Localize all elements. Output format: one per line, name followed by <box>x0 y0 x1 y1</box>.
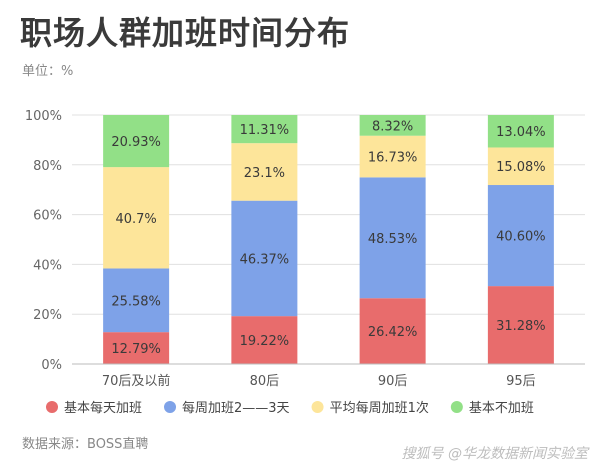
legend-marker <box>450 401 463 413</box>
y-tick-label: 40% <box>33 258 62 273</box>
x-tick-label: 80后 <box>250 374 280 389</box>
bar-segment <box>231 143 298 201</box>
legend-marker <box>311 401 324 413</box>
y-tick-label: 80% <box>33 159 62 174</box>
data-label: 13.04% <box>496 125 546 140</box>
data-label: 26.42% <box>368 325 418 340</box>
bar-segment <box>103 115 170 168</box>
bar-segment <box>487 286 554 364</box>
legend-marker <box>46 401 58 413</box>
bar-segment <box>103 167 170 269</box>
data-label: 48.53% <box>368 232 418 247</box>
bar-segment <box>103 332 170 364</box>
chart-title: 职场人群加班时间分布 <box>20 14 351 52</box>
y-tick-label: 100% <box>25 109 62 124</box>
bar-segment <box>359 177 426 299</box>
bar-segment <box>359 115 426 136</box>
x-tick-label: 90后 <box>378 374 408 389</box>
unit-label: 单位：% <box>22 64 74 79</box>
watermark: 搜狐号 @华龙数据新闻实验室 <box>401 446 588 462</box>
data-label: 31.28% <box>496 319 546 334</box>
legend-marker <box>164 401 177 413</box>
bar-segment <box>103 268 170 333</box>
y-tick-label: 0% <box>41 358 62 373</box>
bar-segment <box>487 147 554 186</box>
legend-label: 基本每天加班 <box>64 400 142 416</box>
bar-segment <box>231 200 298 317</box>
data-label: 16.73% <box>368 151 418 166</box>
data-label: 25.58% <box>111 294 161 309</box>
data-label: 23.1% <box>244 166 285 181</box>
data-label: 20.93% <box>111 135 161 150</box>
data-source: 数据来源：BOSS直聘 <box>22 437 149 452</box>
data-label: 46.37% <box>240 252 290 267</box>
y-tick-label: 60% <box>33 209 62 224</box>
bar-segment <box>231 115 298 144</box>
bar-segment <box>359 298 426 364</box>
legend-label: 基本不加班 <box>469 401 534 416</box>
legend-label: 每周加班2——3天 <box>182 400 290 416</box>
y-tick-label: 20% <box>33 308 62 323</box>
bar-segment <box>359 135 426 178</box>
data-label: 15.08% <box>496 160 546 175</box>
data-label: 19.22% <box>240 334 290 349</box>
data-label: 8.32% <box>372 119 413 134</box>
data-label: 40.7% <box>115 212 156 227</box>
bar-segment <box>487 115 554 148</box>
bar-segment <box>487 185 554 287</box>
x-tick-label: 70后及以前 <box>102 373 171 389</box>
data-label: 11.31% <box>240 123 290 138</box>
data-label: 12.79% <box>111 342 161 357</box>
data-label: 40.60% <box>496 230 546 245</box>
legend-label: 平均每周加班1次 <box>330 400 429 416</box>
bar-segment <box>231 316 298 364</box>
x-tick-label: 95后 <box>506 374 536 389</box>
